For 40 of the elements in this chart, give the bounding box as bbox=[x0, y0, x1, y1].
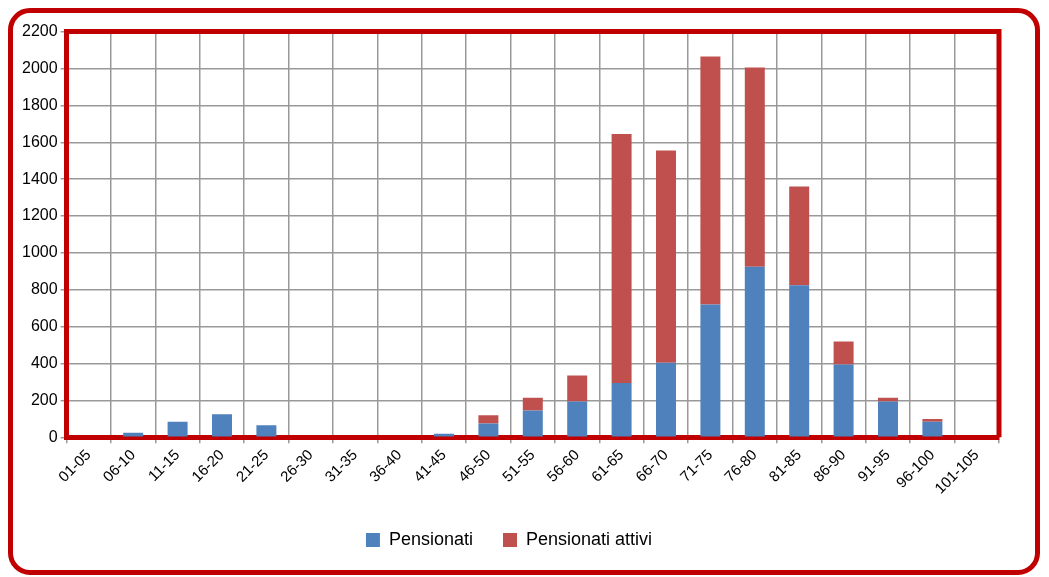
bar bbox=[478, 415, 499, 424]
y-tick-label: 1000 bbox=[22, 243, 58, 261]
bar bbox=[789, 285, 810, 437]
bar bbox=[212, 414, 232, 437]
bar bbox=[567, 401, 588, 437]
legend-label: Pensionati bbox=[388, 528, 473, 549]
y-tick-label: 800 bbox=[30, 280, 58, 298]
legend-label: Pensionati attivi bbox=[525, 528, 653, 549]
y-tick-label: 0 bbox=[48, 427, 58, 445]
bar bbox=[522, 397, 543, 411]
bar bbox=[522, 410, 543, 437]
y-tick-label: 600 bbox=[30, 317, 58, 335]
bar bbox=[789, 186, 810, 286]
bar bbox=[434, 433, 454, 437]
bar bbox=[922, 418, 943, 422]
y-tick-label: 1600 bbox=[22, 132, 58, 150]
bar bbox=[167, 421, 188, 437]
y-tick-label: 2000 bbox=[22, 58, 58, 76]
bar bbox=[744, 67, 765, 267]
y-tick-label: 200 bbox=[30, 390, 58, 408]
y-tick-label: 1200 bbox=[22, 206, 58, 224]
bar bbox=[567, 375, 588, 402]
bar bbox=[700, 304, 721, 437]
bar bbox=[700, 56, 721, 305]
y-tick-label: 1400 bbox=[22, 169, 58, 187]
y-tick-label: 400 bbox=[30, 353, 58, 371]
bar bbox=[744, 266, 765, 437]
bar bbox=[611, 133, 632, 383]
y-tick-label: 2200 bbox=[22, 22, 58, 40]
bar bbox=[833, 341, 854, 365]
bar bbox=[123, 432, 144, 437]
bar bbox=[833, 364, 854, 437]
bar bbox=[478, 423, 499, 437]
bar bbox=[656, 362, 676, 437]
y-tick-label: 1800 bbox=[22, 95, 58, 113]
bar bbox=[656, 150, 676, 363]
bar bbox=[256, 425, 277, 437]
bar bbox=[878, 401, 898, 437]
bar bbox=[922, 421, 943, 437]
bar bbox=[611, 382, 632, 437]
